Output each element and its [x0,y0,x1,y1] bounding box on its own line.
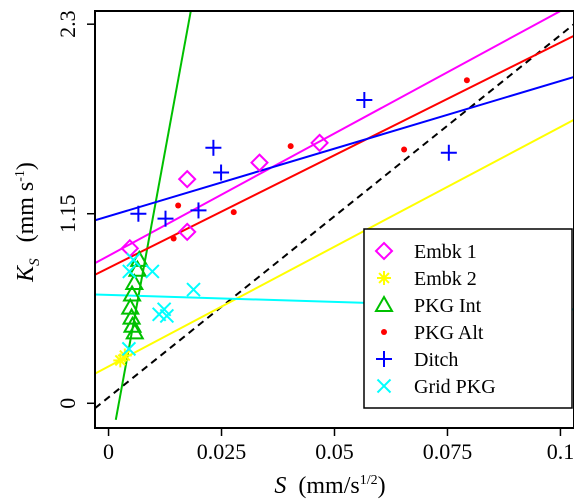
x-tick-label: 0.075 [423,439,473,464]
point-grid-pkg-2 [145,264,160,279]
point-grid-pkg-1 [126,252,141,268]
legend: Embk 1 Embk 2 PKG Int PKG Alt Ditch Grid PKG [363,228,573,409]
legend-marker-grid-pkg [376,378,392,394]
point-embk-1-3 [250,153,269,173]
y-tick-label: 2.3 [55,10,80,37]
legend-label-pkg-int: PKG Int [414,295,482,317]
y-axis-unit: (mm s [13,182,39,243]
legend-marker-embk-2 [377,271,391,285]
point-pkg-alt-1 [175,202,182,209]
x-tick-label: 0.05 [315,439,354,464]
fit-line-embk-1 [95,11,561,265]
x-axis-symbol: S [274,473,286,499]
point-ditch-3 [205,139,222,156]
legend-label-embk-1: Embk 1 [414,241,477,263]
point-grid-pkg-6 [159,308,175,324]
point-grid-pkg-3 [186,282,201,297]
legend-box [363,228,573,409]
point-pkg-int-1 [127,259,148,277]
point-ditch-6 [440,144,457,161]
svg-text:S (mm/s1/2): S (mm/s1/2) [274,473,385,499]
point-pkg-alt-0 [170,235,177,242]
y-axis-unit-close: ) [13,162,39,170]
point-pkg-int-6 [122,315,143,333]
axes: 0 0.025 0.05 0.075 0.1 0 1.15 2.3 [55,10,574,464]
point-ditch-0 [130,205,147,222]
point-ditch-5 [356,92,373,109]
legend-label-pkg-alt: PKG Alt [414,322,484,344]
point-pkg-alt-4 [401,146,408,153]
y-tick-label: 1.15 [55,194,80,233]
fit-line-pkg-alt [95,34,574,276]
legend-marker-pkg-alt [381,329,387,335]
x-axis-unit-sup: 1/2 [360,473,378,488]
y-tick-label: 0 [55,398,80,409]
legend-label-ditch: Ditch [414,349,458,371]
point-embk-2-1 [117,348,132,363]
point-pkg-alt-3 [287,143,294,150]
x-tick-label: 0 [103,439,114,464]
point-pkg-alt-5 [463,77,470,84]
x-axis-title: S (mm/s1/2) [274,473,385,499]
legend-label-grid-pkg: Grid PKG [414,376,496,398]
y-axis-unit-sup: -1 [13,170,28,182]
point-embk-1-2 [177,169,197,189]
point-pkg-int-7 [125,322,145,340]
point-ditch-2 [190,202,207,219]
legend-label-embk-2: Embk 2 [414,268,477,290]
y-axis-symbol: K [13,264,39,283]
point-embk-1-1 [177,222,197,242]
legend-marker-embk-1 [374,241,394,261]
point-pkg-alt-2 [230,209,237,216]
point-ditch-4 [213,164,230,181]
x-axis-unit: (mm/s [298,473,359,499]
point-grid-pkg-0 [122,264,137,279]
legend-items: Embk 1 Embk 2 PKG Int PKG Alt Ditch Grid PKG [374,241,496,398]
point-pkg-int-3 [122,284,142,302]
x-tick-label: 0.025 [197,439,247,464]
fit-lines [95,11,574,420]
svg-text:KS (mm s-1): KS (mm s-1) [13,162,45,283]
y-axis-title: KS (mm s-1) [13,162,45,283]
y-axis-symbol-sub: S [27,258,43,266]
point-ditch-1 [157,210,174,227]
x-tick-label: 0.1 [547,439,574,464]
fit-line-ditch [95,75,574,222]
one-to-one-dashed-line [95,23,574,410]
x-axis-unit-close: ) [378,473,386,499]
point-embk-1-4 [310,133,330,153]
fit-line-embk-2 [95,118,574,375]
legend-marker-pkg-int [374,294,394,312]
legend-marker-ditch [376,351,392,367]
data-points [113,77,470,368]
point-pkg-int-5 [121,307,142,325]
point-grid-pkg-7 [121,341,137,357]
